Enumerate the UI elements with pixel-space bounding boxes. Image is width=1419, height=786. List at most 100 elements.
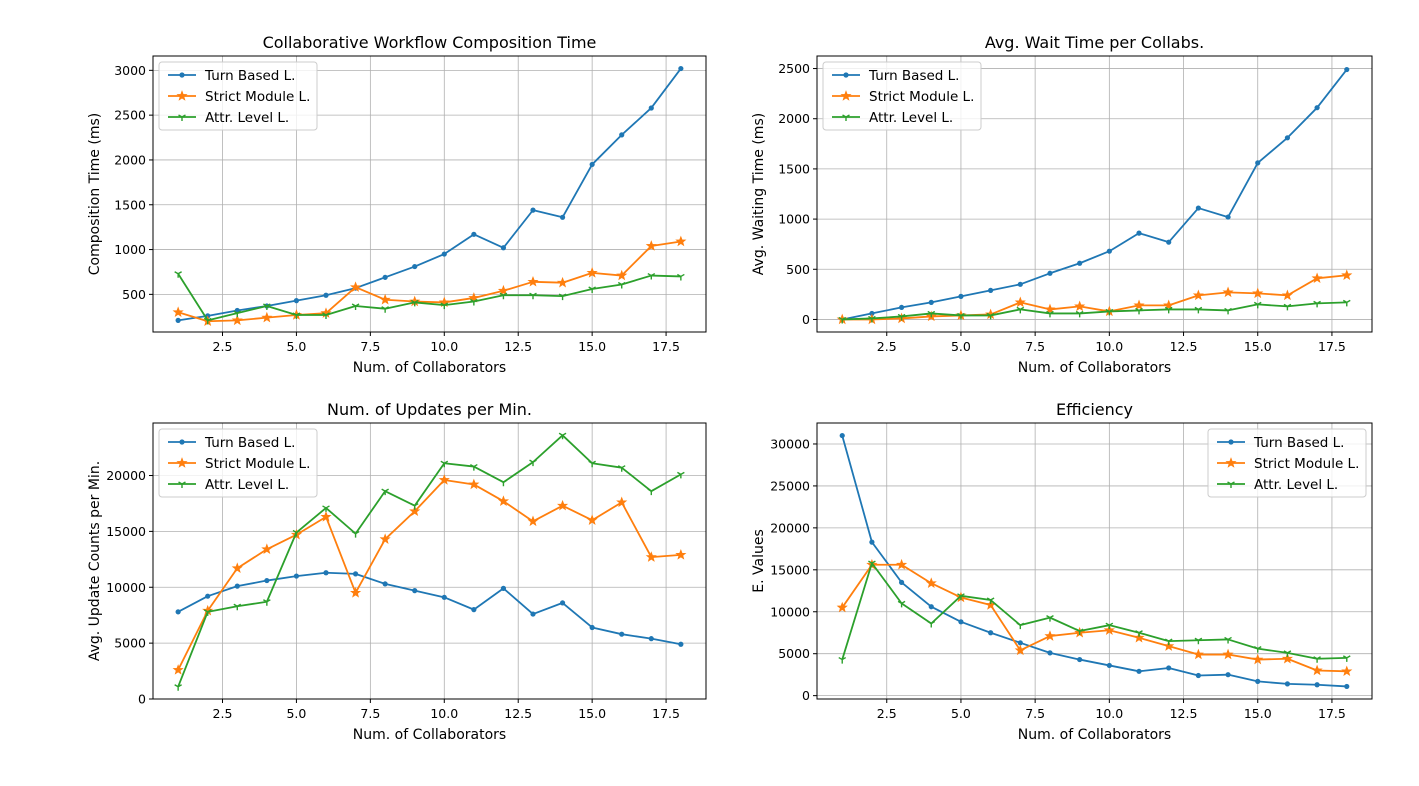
series-line-3 <box>841 562 1347 660</box>
x-tick-label: 2.5 <box>877 339 897 354</box>
data-point <box>1253 646 1262 653</box>
x-tick-label: 5.0 <box>286 706 306 721</box>
chart-title: Collaborative Workflow Composition Time <box>263 33 597 52</box>
x-tick-label: 12.5 <box>1170 339 1198 354</box>
data-point <box>530 611 536 617</box>
y-tick-label: 0 <box>802 688 810 703</box>
x-axis-label: Num. of Collaborators <box>1018 727 1171 743</box>
data-point <box>1163 299 1175 311</box>
chart-title: Avg. Wait Time per Collabs. <box>985 33 1204 52</box>
y-tick-label: 10000 <box>106 580 146 595</box>
data-point <box>1133 631 1145 643</box>
data-point <box>1195 672 1201 679</box>
data-point <box>1341 269 1353 281</box>
data-point <box>1313 656 1321 663</box>
data-point <box>1284 681 1291 687</box>
data-point <box>898 304 905 311</box>
data-point <box>231 562 243 574</box>
data-point <box>647 272 656 280</box>
series-line-1 <box>177 571 682 646</box>
data-point <box>438 474 450 485</box>
data-point <box>958 619 964 625</box>
x-tick-label: 12.5 <box>504 706 532 721</box>
y-tick-label: 0 <box>138 692 146 707</box>
legend-label: Attr. Level L. <box>205 110 289 126</box>
data-point <box>174 271 182 278</box>
data-point <box>1044 303 1056 315</box>
data-point <box>586 514 598 525</box>
data-point <box>675 235 687 247</box>
data-point <box>440 302 449 310</box>
series-line-2 <box>177 240 681 323</box>
data-point <box>292 312 301 319</box>
data-point <box>1281 289 1293 301</box>
data-point <box>349 281 362 292</box>
data-point <box>868 315 876 323</box>
data-point <box>468 292 480 303</box>
legend-label: Attr. Level L. <box>205 477 289 493</box>
data-point <box>1283 303 1292 311</box>
data-point <box>869 310 875 317</box>
plot-frame <box>152 55 707 333</box>
x-tick-label: 10.0 <box>430 706 458 721</box>
x-tick-label: 2.5 <box>213 706 233 721</box>
x-tick-label: 15.0 <box>1244 339 1272 354</box>
data-point <box>322 505 330 512</box>
data-point <box>1311 664 1323 676</box>
y-tick-label: 2500 <box>778 61 810 76</box>
data-point <box>557 499 569 511</box>
y-tick-label: 5000 <box>114 636 146 651</box>
data-point <box>1192 648 1204 660</box>
x-tick-label: 2.5 <box>877 706 897 721</box>
data-point <box>1164 306 1173 314</box>
legend-box <box>1207 428 1367 498</box>
data-point <box>838 316 847 324</box>
data-point <box>675 548 687 560</box>
data-point <box>1046 310 1054 318</box>
data-point <box>645 551 657 562</box>
data-point <box>175 317 181 323</box>
y-tick-label: 2500 <box>114 108 146 123</box>
data-point <box>410 503 419 510</box>
data-point <box>988 287 994 293</box>
data-point <box>1075 628 1084 636</box>
data-point <box>1106 662 1112 669</box>
y-tick-label: 2000 <box>778 111 810 126</box>
data-point <box>471 607 477 613</box>
data-point <box>1225 672 1231 678</box>
legend-label: Turn Based L. <box>204 435 295 451</box>
data-point <box>500 585 507 591</box>
data-point <box>1252 653 1264 665</box>
data-point <box>264 577 270 584</box>
x-tick-label: 7.5 <box>360 706 380 721</box>
data-point <box>897 313 906 321</box>
data-point <box>203 317 212 325</box>
y-tick-label: 10000 <box>770 604 810 619</box>
data-point <box>958 293 964 299</box>
data-point <box>1225 214 1231 220</box>
legend-swatch-marker <box>843 72 849 78</box>
legend-swatch-marker <box>176 90 188 101</box>
data-point <box>381 488 389 496</box>
x-tick-label: 17.5 <box>1318 706 1346 721</box>
data-point <box>292 529 301 537</box>
series-line-3 <box>177 273 681 322</box>
data-point <box>1047 650 1053 656</box>
data-point <box>1135 630 1143 637</box>
plot-frame <box>816 422 1373 700</box>
y-axis-label: Avg. Update Counts per Min. <box>87 461 103 661</box>
data-point <box>1341 665 1353 677</box>
data-point <box>677 273 685 281</box>
data-point <box>559 214 566 220</box>
legend-box <box>158 428 318 498</box>
data-point <box>648 105 654 111</box>
legend-box <box>822 61 982 131</box>
legend-label: Turn Based L. <box>1253 435 1344 451</box>
y-tick-label: 500 <box>122 287 146 302</box>
x-axis-label: Num. of Collaborators <box>1018 360 1171 376</box>
legend-swatch-marker <box>840 90 852 101</box>
legend: Turn Based L. Strict Module L. Attr. Level… <box>1207 428 1367 498</box>
chart-4: 2.5 5.0 7.5 10.0 12.5 15.0 17.5 0 5000 10000 15000… <box>751 400 1373 743</box>
chart-title: Num. of Updates per Min. <box>327 400 532 419</box>
